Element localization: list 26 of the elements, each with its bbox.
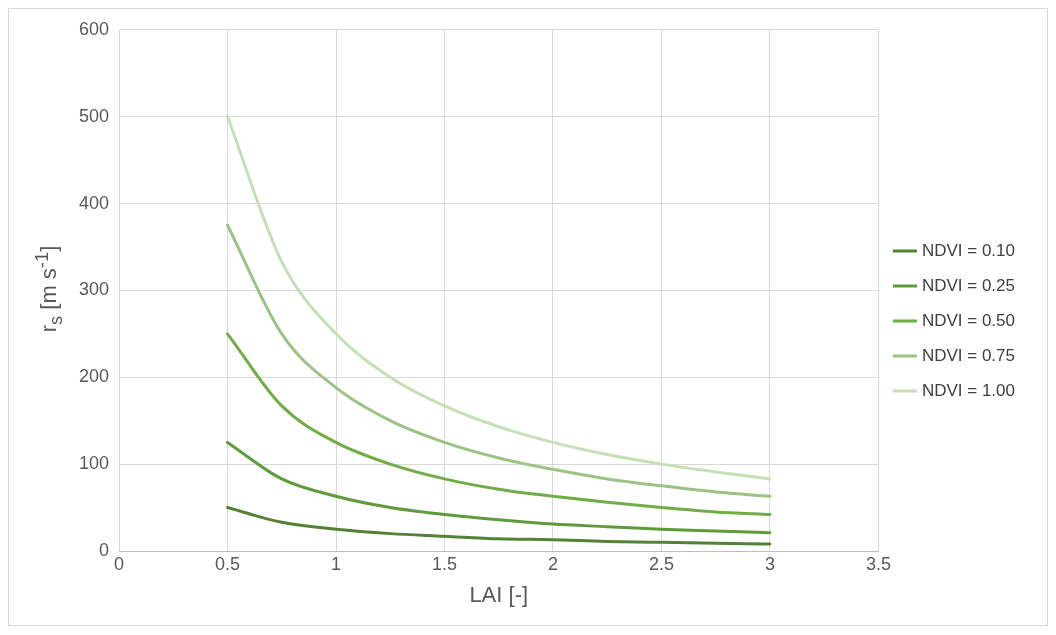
line-series — [226, 115, 772, 481]
x-tick-label: 0 — [114, 553, 125, 574]
legend-label: NDVI = 0.50 — [921, 310, 1015, 330]
x-tick-label: 3.5 — [865, 553, 891, 574]
x-tick-label: 1.5 — [431, 553, 457, 574]
line-series — [226, 223, 772, 498]
legend-label: NDVI = 0.10 — [921, 240, 1015, 260]
y-tick-label: 600 — [78, 18, 110, 39]
line-series — [226, 332, 772, 517]
y-tick-label: 500 — [78, 105, 110, 126]
legend-label: NDVI = 1.00 — [921, 380, 1015, 400]
y-tick-label: 400 — [78, 192, 110, 213]
x-tick-label: 1 — [330, 553, 342, 574]
line-series — [226, 440, 772, 535]
legend-label: NDVI = 0.75 — [921, 345, 1015, 365]
x-tick-label: 3 — [764, 553, 775, 574]
y-tick-label: 0 — [99, 539, 110, 560]
y-tick-label: 200 — [78, 366, 110, 387]
x-tick-label: 0.5 — [215, 553, 241, 574]
x-tick-label: 2.5 — [648, 553, 674, 574]
x-tick-label: 2 — [547, 553, 558, 574]
line-series — [226, 506, 772, 546]
legend-label: NDVI = 0.25 — [921, 275, 1015, 295]
y-tick-label: 100 — [78, 453, 110, 474]
x-axis-title: LAI [-] — [469, 581, 529, 607]
y-tick-label: 300 — [78, 279, 110, 300]
